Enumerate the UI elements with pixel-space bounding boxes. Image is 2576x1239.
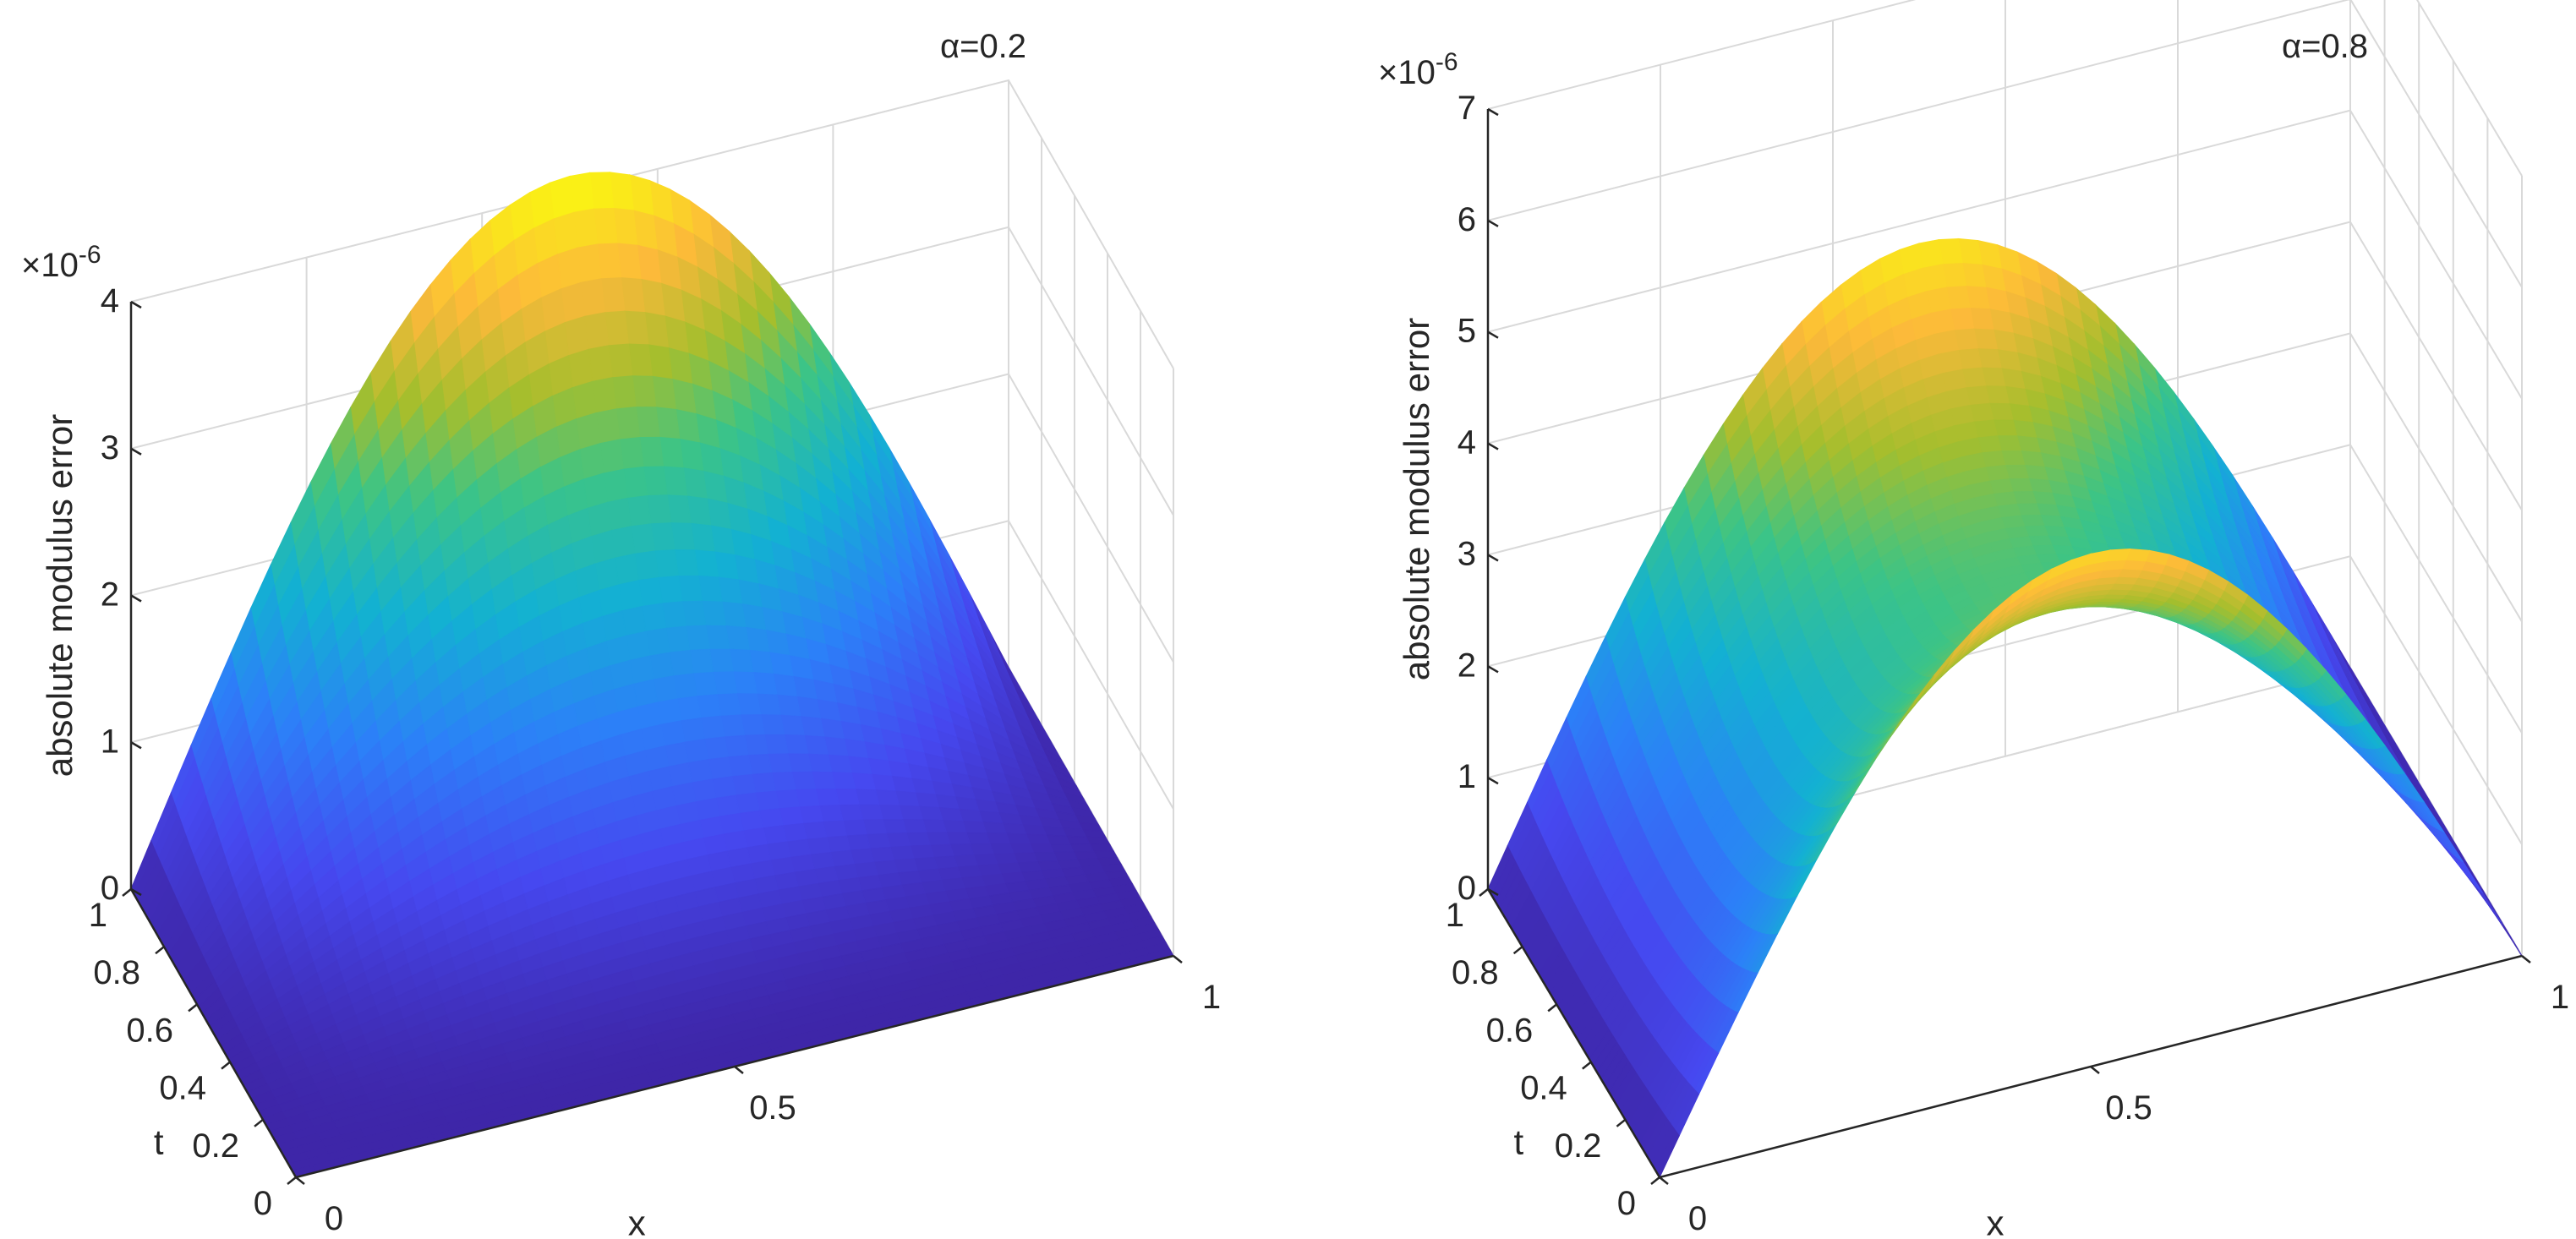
t-tick	[155, 946, 165, 955]
z-gridline	[1487, 0, 2523, 288]
x-tick	[295, 1176, 305, 1185]
z-tick-label: 3	[101, 429, 119, 467]
chart-title: α=0.8	[2282, 28, 2368, 65]
z-tick-label: 2	[101, 576, 119, 614]
surface-patch	[2478, 888, 2503, 925]
z-tick-label: 0	[1458, 870, 1476, 907]
t-tick-label: 1	[89, 897, 107, 934]
t-axis-label: t	[154, 1122, 164, 1161]
x-tick-label: 0	[1688, 1200, 1707, 1237]
x-axis-label: x	[628, 1203, 646, 1239]
t-tick-label: 0	[1617, 1185, 1636, 1222]
t-tick	[1479, 888, 1489, 897]
t-axis-line	[129, 888, 298, 1178]
x-tick	[1659, 1176, 1669, 1185]
z-tick	[1487, 442, 1499, 450]
x-tick-label: 0.5	[2105, 1089, 2152, 1127]
z-tick	[1487, 777, 1499, 785]
t-tick	[122, 888, 132, 897]
chart-title: α=0.2	[940, 28, 1026, 65]
z-tick-label: 1	[101, 723, 119, 760]
z-tick-label: 6	[1458, 201, 1476, 238]
x-tick-label: 0	[325, 1200, 343, 1237]
surface	[130, 172, 1174, 1178]
x-tick	[2521, 955, 2531, 963]
t-tick	[188, 1003, 198, 1012]
z-tick	[1487, 665, 1499, 674]
t-tick-label: 0	[254, 1185, 272, 1222]
t-tick	[221, 1061, 231, 1070]
t-tick	[287, 1176, 297, 1185]
z-tick-label: 3	[1458, 535, 1476, 572]
z-tick	[1487, 219, 1499, 227]
z-gridline	[1487, 0, 2523, 177]
t-axis-line	[1486, 888, 1661, 1178]
t-tick-label: 0.4	[159, 1070, 206, 1107]
t-tick-label: 0.8	[93, 954, 140, 991]
surface	[1487, 237, 2523, 1179]
z-exponent-label: ×10-6	[1378, 48, 1458, 91]
z-tick-label: 7	[1458, 90, 1476, 127]
z-tick	[1487, 554, 1499, 562]
z-tick	[130, 594, 142, 603]
z-tick-label: 0	[101, 870, 119, 907]
t-tick-label: 0.8	[1452, 954, 1499, 991]
t-tick	[254, 1118, 264, 1127]
t-tick	[1650, 1176, 1660, 1185]
x-tick-label: 0.5	[749, 1089, 796, 1127]
x-tick-label: 1	[1202, 979, 1221, 1016]
t-tick-label: 0.2	[1555, 1127, 1602, 1165]
z-axis-label: absolute modulus error	[1397, 318, 1436, 681]
z-tick	[1487, 107, 1499, 117]
z-tick	[130, 300, 142, 309]
x-tick	[2090, 1066, 2100, 1074]
t-tick-label: 1	[1446, 897, 1464, 934]
t-tick-label: 0.6	[1486, 1012, 1534, 1049]
z-tick	[1487, 887, 1499, 897]
t-tick	[1616, 1118, 1627, 1127]
surface-patch	[2458, 859, 2484, 894]
t-tick-label: 0.4	[1520, 1070, 1567, 1107]
t-tick	[1582, 1061, 1592, 1070]
z-tick	[130, 887, 142, 897]
z-tick-label: 2	[1458, 647, 1476, 684]
t-tick	[1547, 1003, 1557, 1012]
x-tick	[734, 1066, 744, 1074]
t-axis-label: t	[1514, 1122, 1524, 1161]
z-tick-label: 1	[1458, 758, 1476, 795]
x-tick-label: 1	[2551, 979, 2569, 1016]
z-tick	[1487, 330, 1499, 339]
z-tick-label: 4	[101, 282, 119, 319]
z-tick	[130, 741, 142, 750]
x-tick	[1173, 955, 1183, 963]
t-tick-label: 0.2	[192, 1127, 239, 1165]
z-exponent-label: ×10-6	[21, 241, 101, 284]
t-tick-label: 0.6	[126, 1012, 173, 1049]
t-tick	[1512, 946, 1523, 955]
z-tick-label: 4	[1458, 424, 1476, 461]
x-axis-label: x	[1987, 1203, 2004, 1239]
z-tick-label: 5	[1458, 313, 1476, 350]
z-tick	[130, 447, 142, 456]
z-axis-label: absolute modulus error	[40, 414, 79, 778]
